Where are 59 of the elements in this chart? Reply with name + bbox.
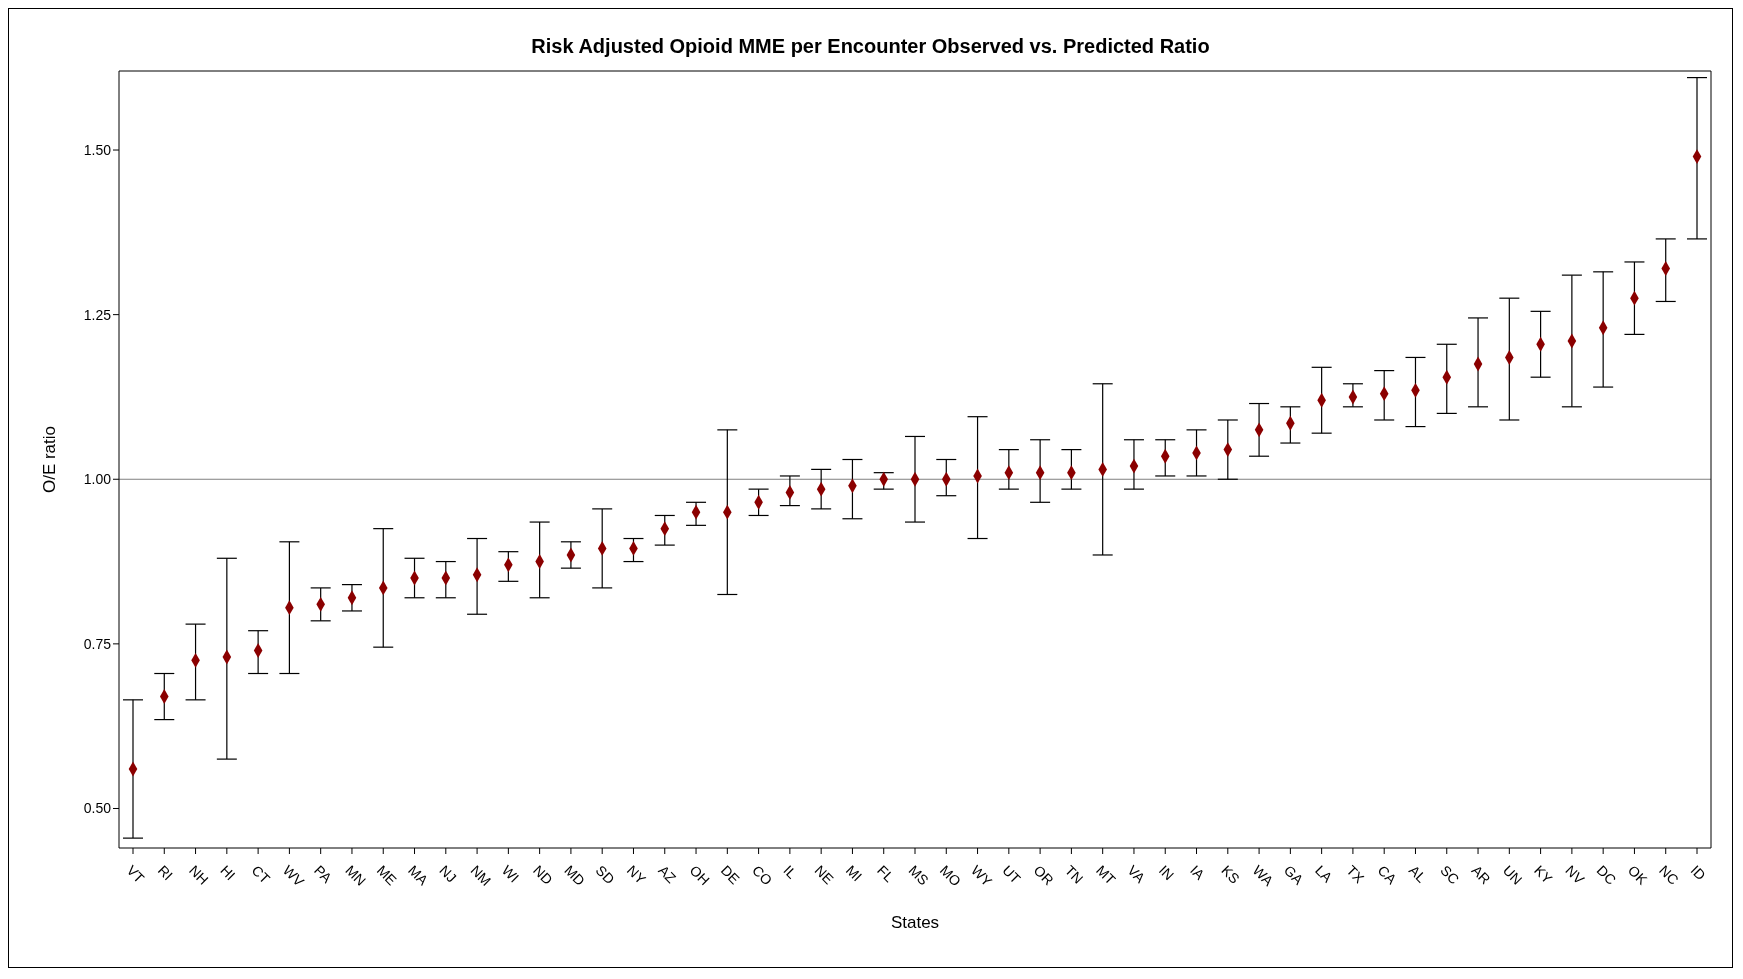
x-tick-label: AL — [1406, 862, 1430, 886]
x-tick-label: MN — [342, 862, 370, 889]
x-tick-label: IA — [1187, 862, 1209, 884]
x-tick-label: AR — [1468, 862, 1494, 888]
x-tick-label: WY — [968, 862, 996, 890]
x-tick-label: KS — [1218, 862, 1243, 887]
x-tick-label: MO — [936, 862, 965, 890]
x-tick-label: OR — [1030, 862, 1057, 889]
x-axis-title: States — [890, 913, 940, 932]
x-tick-label: SC — [1437, 862, 1463, 888]
y-axis-title: O/E ratio — [40, 425, 60, 494]
y-tick-label: 0.50 — [83, 800, 112, 817]
x-tick-label: CT — [248, 862, 274, 887]
chart-title: Risk Adjusted Opioid MME per Encounter Observed vs. Predicted Ratio — [530, 35, 1211, 58]
x-tick-label: GA — [1280, 862, 1307, 889]
x-tick-label: VA — [1124, 862, 1149, 887]
x-tick-label: WV — [279, 862, 308, 890]
y-tick-label: 1.00 — [83, 471, 112, 488]
x-tick-label: ND — [530, 862, 556, 888]
x-tick-label: MI — [842, 862, 866, 885]
x-tick-label: NM — [467, 862, 495, 889]
x-tick-label: ME — [373, 862, 400, 889]
x-tick-label: DC — [1593, 862, 1620, 888]
x-tick-label: NY — [624, 862, 650, 888]
x-tick-label: SD — [592, 862, 618, 888]
x-tick-label: AZ — [655, 862, 680, 887]
x-tick-label: MT — [1093, 862, 1120, 889]
y-tick-label: 0.75 — [83, 635, 112, 652]
x-tick-label: ID — [1687, 862, 1709, 884]
y-tick-label: 1.25 — [83, 306, 112, 323]
x-tick-label: NH — [186, 862, 212, 888]
x-tick-label: WI — [498, 862, 523, 886]
x-tick-label: LA — [1312, 862, 1337, 887]
x-tick-label: KY — [1531, 862, 1557, 888]
x-tick-label: IN — [1155, 862, 1177, 884]
x-tick-label: IL — [780, 862, 801, 882]
x-tick-label: FL — [874, 862, 898, 886]
x-tick-label: OK — [1624, 862, 1652, 889]
x-tick-label: HI — [217, 862, 239, 884]
x-tick-label: NC — [1656, 862, 1682, 888]
x-tick-label: CO — [749, 862, 776, 889]
x-tick-label: MA — [405, 862, 432, 889]
x-tick-label: NJ — [436, 862, 460, 886]
x-tick-label: OH — [686, 862, 713, 889]
x-tick-label: RI — [154, 862, 177, 884]
x-tick-label: TX — [1343, 862, 1368, 887]
x-tick-label: NV — [1562, 862, 1588, 888]
x-tick-label: MD — [561, 862, 589, 889]
x-tick-label: PA — [311, 862, 336, 887]
x-tick-label: DE — [717, 862, 743, 888]
x-tick-label: MS — [905, 862, 932, 889]
x-tick-label: WA — [1249, 862, 1277, 890]
x-tick-label: UT — [999, 862, 1025, 887]
x-tick-label: UN — [1499, 862, 1526, 888]
y-tick-label: 1.50 — [83, 141, 112, 158]
x-tick-label: CA — [1374, 862, 1401, 888]
x-tick-label: TN — [1061, 862, 1087, 887]
x-tick-label: NE — [811, 862, 837, 888]
x-tick-label: VT — [123, 862, 148, 887]
